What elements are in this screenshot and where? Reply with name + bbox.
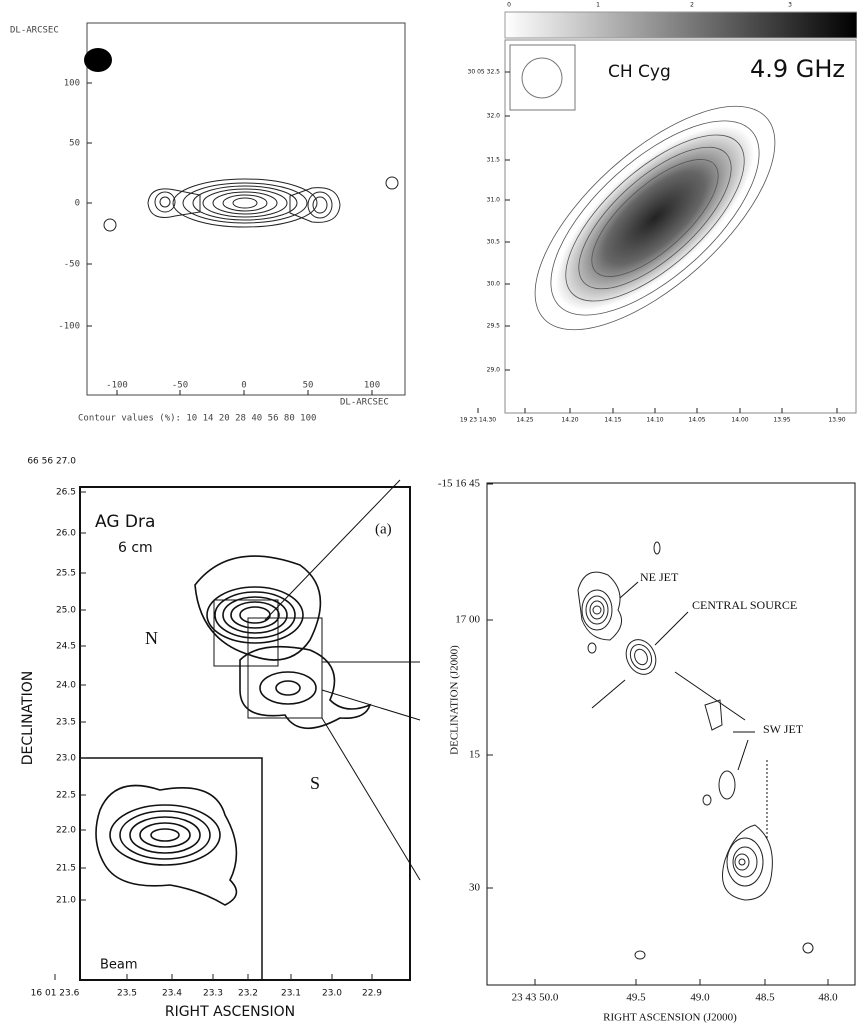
x-tick-label: 13.90 [828, 417, 845, 424]
y-tick-label: 31.5 [487, 157, 501, 164]
x-tick-label: 49.0 [690, 992, 710, 1004]
y-axis-label: DECLINATION (J2000) [449, 645, 461, 755]
panel-tag: (a) [375, 521, 392, 537]
source: CH Cyg [608, 62, 671, 82]
y-tick-label: 23.0 [56, 754, 76, 764]
beam-label: Beam [100, 958, 138, 973]
x-tick-label: 0 [241, 381, 246, 391]
x-tick-label: 49.5 [626, 992, 646, 1004]
ne-jet: NE JET [640, 570, 679, 584]
x-tick-label: 23 43 50.0 [512, 992, 559, 1004]
panel-4: NE JET CENTRAL SOURCE SW JET RIGHT ASCEN… [449, 483, 855, 1024]
y-tick-label: 26.5 [56, 488, 76, 498]
y-tick-label: 25.5 [56, 569, 76, 579]
y-tick-label: 30.5 [487, 239, 501, 246]
figure: DL-ARCSEC DL-ARCSEC Contour values (%): … [0, 0, 857, 1029]
y-tick-label: 22.5 [56, 791, 76, 801]
colorbar-tick-label: 0 [507, 2, 511, 9]
colorbar [505, 12, 857, 38]
y-tick-label: 21.5 [56, 864, 76, 874]
x-tick-label: 14.05 [688, 417, 705, 424]
x-tick-label: 14.00 [731, 417, 748, 424]
y-tick-label: 17 00 [455, 614, 480, 626]
x-tick-label: 23.0 [322, 989, 342, 999]
x-axis-label: DL-ARCSEC [340, 398, 389, 408]
x-tick-label: 13.95 [773, 417, 790, 424]
x-axis-label: RIGHT ASCENSION (J2000) [603, 1012, 737, 1024]
contours [104, 177, 398, 231]
x-tick-label: 14.25 [516, 417, 533, 424]
y-tick-label: 22.0 [56, 826, 76, 836]
beam [84, 48, 112, 72]
source: AG Dra [95, 512, 155, 532]
frame [80, 487, 410, 980]
y-tick-label: 15 [469, 749, 481, 761]
north-label: N [145, 628, 158, 648]
colorbar-tick-label: 1 [596, 2, 600, 9]
y-axis-label: DECLINATION [20, 671, 36, 765]
colorbar-tick-label: 2 [690, 2, 694, 9]
x-tick-label: 23.1 [281, 989, 301, 999]
caption: Contour values (%): 10 14 20 28 40 56 80… [78, 414, 316, 424]
y-tick-label: 0 [75, 199, 80, 209]
x-tick-label: 23.2 [238, 989, 258, 999]
x-tick-label: 100 [364, 381, 380, 391]
y-tick-label: 32.0 [487, 113, 501, 120]
south-label: S [310, 773, 320, 793]
y-tick-label: 23.5 [56, 718, 76, 728]
y-tick-label: -15 16 45 [438, 478, 481, 490]
x-tick-label: 23.3 [203, 989, 223, 999]
contours [96, 556, 370, 905]
x-axis-label: RIGHT ASCENSION [165, 1004, 295, 1020]
y-tick-label: 21.0 [56, 896, 76, 906]
x-tick-label: 16 01 23.6 [31, 989, 80, 999]
panel-3: AG Dra 6 cm (a) N S Beam RIGHT ASCENSION… [20, 480, 420, 1020]
y-tick-label: 24.5 [56, 642, 76, 652]
y-tick-label: 100 [64, 79, 80, 89]
y-tick-label: 50 [69, 139, 80, 149]
wavelength: 6 cm [118, 540, 153, 556]
y-tick-label: 31.0 [487, 197, 501, 204]
panel-2: CH Cyg 4.9 GHz [499, 12, 857, 413]
y-tick-label: 24.0 [56, 681, 76, 691]
sw-jet: SW JET [763, 722, 804, 736]
y-tick-label: 30.0 [487, 281, 501, 288]
x-tick-label: 14.10 [646, 417, 663, 424]
x-tick-label: 14.20 [561, 417, 578, 424]
y-tick-label: 26.0 [56, 529, 76, 539]
y-tick-label: 30 05 32.5 [468, 69, 501, 76]
colorbar-tick-label: 3 [788, 2, 792, 9]
y-tick-label: -100 [58, 322, 80, 332]
central-source: CENTRAL SOURCE [692, 598, 797, 612]
y-tick-label: 25.0 [56, 606, 76, 616]
x-tick-label: -50 [172, 381, 188, 391]
x-tick-label: 22.9 [362, 989, 382, 999]
x-tick-label: 19 23 14.30 [460, 417, 496, 424]
x-tick-label: 14.15 [604, 417, 621, 424]
corner-label: DL-ARCSEC [10, 26, 59, 36]
y-tick-label: 66 56 27.0 [27, 457, 76, 467]
y-tick-label: 29.0 [487, 367, 501, 374]
frequency: 4.9 GHz [750, 55, 845, 83]
x-tick-label: -100 [106, 381, 128, 391]
x-tick-label: 23.4 [162, 989, 182, 999]
x-tick-label: 23.5 [117, 989, 137, 999]
frame [87, 23, 405, 395]
y-tick-label: 30 [469, 882, 481, 894]
y-tick-label: -50 [64, 260, 80, 270]
x-tick-label: 50 [303, 381, 314, 391]
x-tick-label: 48.0 [818, 992, 838, 1004]
x-tick-label: 48.5 [755, 992, 775, 1004]
y-tick-label: 29.5 [487, 323, 501, 330]
